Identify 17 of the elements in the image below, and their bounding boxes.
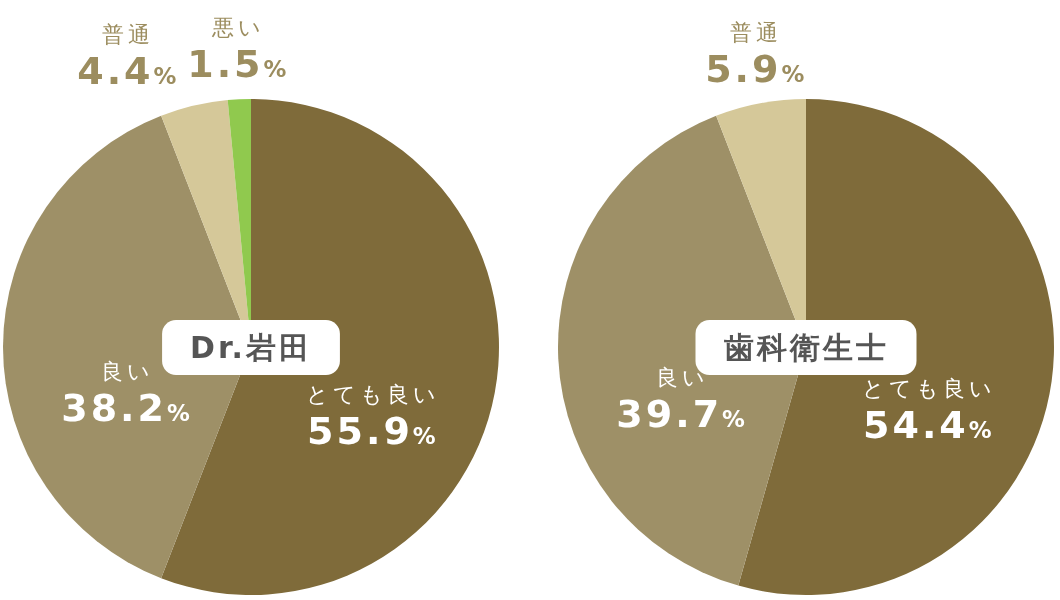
slice-label: 悪い <box>210 15 265 41</box>
slice-label: とても良い <box>305 382 440 408</box>
slice-label: 良い <box>655 365 709 391</box>
text: Dr.岩田 <box>190 330 312 365</box>
slice-label: 良い <box>100 359 154 385</box>
data-label: 1.5% <box>187 42 290 87</box>
slice-label: とても良い <box>861 376 996 402</box>
data-label: 54.4% <box>863 403 995 448</box>
data-label: 55.9% <box>307 409 439 454</box>
data-label: 4.4% <box>77 49 180 94</box>
data-label: 38.2% <box>61 386 193 431</box>
text: 歯科衛生士 <box>723 330 889 365</box>
slice-label: 普通 <box>102 22 155 48</box>
slice-label: 普通 <box>730 19 783 45</box>
data-label: 5.9% <box>705 46 808 91</box>
pie-slice <box>161 99 499 595</box>
data-label: 39.7% <box>616 392 748 437</box>
